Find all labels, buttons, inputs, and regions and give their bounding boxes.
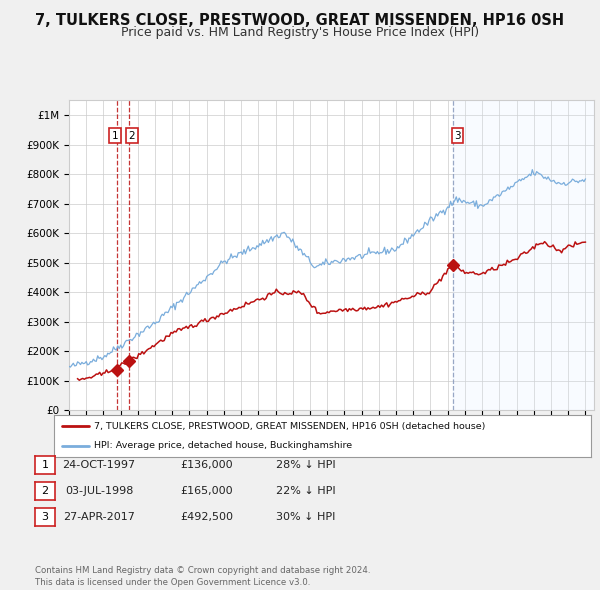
Text: 2: 2 [128,131,135,140]
Text: £165,000: £165,000 [181,486,233,496]
Text: Price paid vs. HM Land Registry's House Price Index (HPI): Price paid vs. HM Land Registry's House … [121,26,479,39]
Text: 1: 1 [112,131,118,140]
Bar [453,100,594,410]
Text: 03-JUL-1998: 03-JUL-1998 [65,486,133,496]
Text: 7, TULKERS CLOSE, PRESTWOOD, GREAT MISSENDEN, HP16 0SH: 7, TULKERS CLOSE, PRESTWOOD, GREAT MISSE… [35,13,565,28]
Text: Contains HM Land Registry data © Crown copyright and database right 2024.
This d: Contains HM Land Registry data © Crown c… [35,566,370,587]
Text: 28% ↓ HPI: 28% ↓ HPI [276,460,336,470]
Text: 7, TULKERS CLOSE, PRESTWOOD, GREAT MISSENDEN, HP16 0SH (detached house): 7, TULKERS CLOSE, PRESTWOOD, GREAT MISSE… [94,422,485,431]
Text: 22% ↓ HPI: 22% ↓ HPI [276,486,336,496]
Text: 2: 2 [41,486,49,496]
Text: 27-APR-2017: 27-APR-2017 [63,512,135,522]
Text: 1: 1 [41,460,49,470]
Text: 24-OCT-1997: 24-OCT-1997 [62,460,136,470]
Text: 3: 3 [41,512,49,522]
Text: 3: 3 [454,131,461,140]
Text: £136,000: £136,000 [181,460,233,470]
Text: HPI: Average price, detached house, Buckinghamshire: HPI: Average price, detached house, Buck… [94,441,352,450]
Text: 30% ↓ HPI: 30% ↓ HPI [277,512,335,522]
Text: £492,500: £492,500 [181,512,233,522]
